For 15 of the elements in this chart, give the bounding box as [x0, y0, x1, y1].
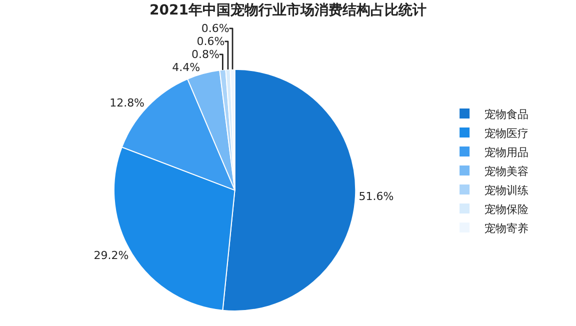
- legend-label: 宠物美容: [484, 164, 529, 178]
- chart-title: 2021年中国宠物行业市场消费结构占比统计: [150, 2, 426, 19]
- data-label: 29.2%: [94, 248, 129, 262]
- data-label: 0.6%: [201, 22, 230, 35]
- legend-label: 宠物训练: [484, 184, 529, 197]
- data-label: 51.6%: [358, 190, 394, 203]
- data-label: 0.6%: [196, 34, 225, 48]
- data-label: 12.8%: [110, 96, 145, 110]
- legend-label: 宠物医疗: [484, 126, 529, 140]
- legend-label: 宠物寄养: [484, 222, 529, 235]
- legend-label: 宠物保险: [484, 202, 529, 216]
- data-label: 0.8%: [191, 48, 220, 61]
- legend-label: 宠物食品: [484, 108, 529, 121]
- data-label: 4.4%: [172, 60, 200, 74]
- legend-label: 宠物用品: [484, 146, 529, 159]
